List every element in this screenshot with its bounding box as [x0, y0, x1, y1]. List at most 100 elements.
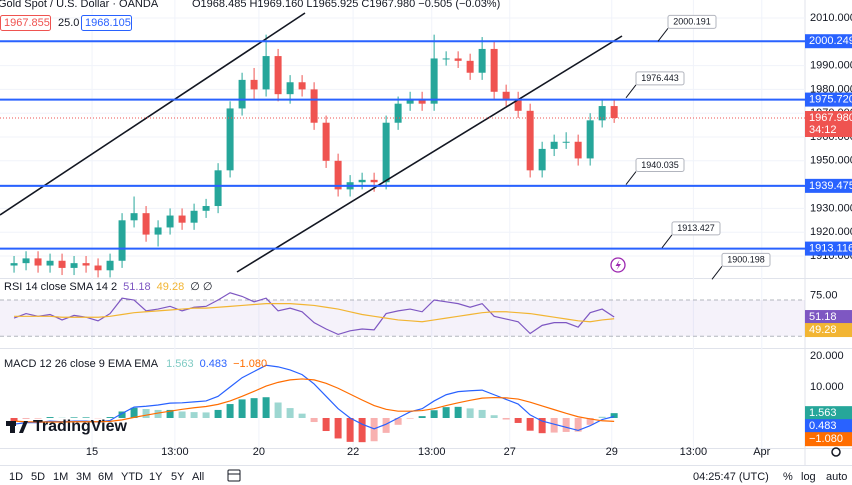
- histogram-bar: [382, 417, 390, 433]
- y-tick-label: 1990.000: [810, 60, 852, 72]
- histogram-bar: [550, 417, 558, 433]
- histogram-bar: [238, 399, 246, 418]
- logo-mark: [10, 421, 15, 433]
- range-button[interactable]: 1M: [53, 471, 68, 483]
- candle-body: [154, 227, 162, 235]
- candle-body: [178, 215, 186, 223]
- histogram-bar: [358, 417, 366, 443]
- range-button[interactable]: 3M: [76, 471, 91, 483]
- callout-label: 2000.191: [673, 17, 711, 27]
- level-label: 2000.249: [809, 35, 852, 47]
- settings-icon[interactable]: [831, 447, 841, 457]
- candle-body: [310, 89, 318, 123]
- candle-body: [34, 258, 42, 266]
- symbol-title: Gold Spot / U.S. Dollar · OANDA: [0, 0, 159, 10]
- range-button[interactable]: 5D: [31, 471, 45, 483]
- histogram-bar: [430, 410, 438, 418]
- candle-body: [286, 82, 294, 95]
- indicator-value-label-box: [805, 310, 852, 325]
- range-button[interactable]: All: [192, 471, 204, 483]
- callout-label: 1976.443: [641, 73, 679, 83]
- candle-body: [118, 220, 126, 261]
- y-tick-label: 75.00: [810, 289, 838, 301]
- candle-body: [394, 103, 402, 123]
- candle-body: [262, 56, 270, 90]
- log-toggle[interactable]: log: [801, 471, 816, 483]
- range-button[interactable]: 1D: [9, 471, 23, 483]
- histogram-bar: [526, 417, 534, 431]
- bid-price[interactable]: 1967.855: [4, 17, 50, 29]
- indicator-value-label: 49.28: [809, 324, 837, 336]
- macd-legend: MACD 12 26 close 9 EMA EMA 1.563 0.483 −1.0…: [4, 358, 267, 370]
- level-label: 1975.720: [809, 93, 852, 105]
- macd-hist-value: 1.563: [166, 358, 194, 370]
- y-tick-label: 1980.000: [810, 83, 852, 95]
- candle-body: [334, 160, 342, 190]
- x-tick-label: Apr: [753, 446, 770, 458]
- sell-button[interactable]: [0, 15, 51, 31]
- range-button[interactable]: 5Y: [171, 471, 185, 483]
- histogram-bar: [610, 413, 618, 418]
- candle-body: [298, 82, 306, 90]
- rsi-band: [0, 300, 805, 337]
- histogram-bar: [586, 417, 594, 425]
- candle-body: [562, 141, 570, 143]
- histogram-bar: [262, 397, 270, 418]
- indicator-line: [14, 303, 615, 323]
- callout-pointer: [657, 28, 669, 42]
- brand-logo: TradingView: [6, 418, 128, 435]
- candle-body: [514, 98, 522, 111]
- x-tick-label: 13:00: [161, 446, 189, 458]
- histogram-bar: [346, 417, 354, 442]
- candle-body: [58, 260, 66, 268]
- histogram-bar: [394, 417, 402, 425]
- x-tick-label: 20: [253, 446, 265, 458]
- histogram-bar: [562, 417, 570, 432]
- candle-body: [490, 48, 498, 92]
- candle-body: [166, 215, 174, 228]
- histogram-bar: [130, 407, 138, 418]
- callout-label: 1940.035: [641, 160, 679, 170]
- range-button[interactable]: 6M: [98, 471, 113, 483]
- alert-bolt: [615, 260, 621, 270]
- histogram-bar: [250, 398, 258, 418]
- candle-body: [70, 263, 78, 268]
- level-label-box: [805, 178, 852, 193]
- histogram-bar: [166, 409, 174, 418]
- percent-toggle[interactable]: %: [783, 471, 793, 483]
- spread: 25.0: [58, 17, 79, 29]
- candle-body: [502, 91, 510, 99]
- histogram-bar: [82, 417, 90, 418]
- macd-title: MACD 12 26 close 9 EMA EMA: [4, 358, 159, 370]
- callout-box: [635, 158, 685, 173]
- candle-body: [238, 79, 246, 109]
- histogram-bar: [202, 412, 210, 418]
- buy-button[interactable]: [81, 15, 132, 31]
- candle-body: [466, 60, 474, 73]
- histogram-bar: [226, 404, 234, 418]
- candle-body: [190, 210, 198, 223]
- candle-body: [82, 263, 90, 266]
- histogram-bar: [514, 417, 522, 423]
- histogram-bar: [310, 417, 318, 423]
- auto-toggle[interactable]: auto: [826, 471, 847, 483]
- clock[interactable]: 04:25:47 (UTC): [693, 471, 769, 483]
- panel-frame: [0, 0, 852, 466]
- histogram-bar: [298, 413, 306, 418]
- candle-body: [106, 260, 114, 271]
- goto-date-icon[interactable]: [227, 469, 241, 482]
- histogram-bar: [10, 417, 18, 422]
- rsi-extra: ∅ ∅: [190, 281, 212, 293]
- callout-pointer: [625, 171, 637, 185]
- histogram-bar: [502, 417, 510, 420]
- ask-price[interactable]: 1968.105: [85, 17, 131, 29]
- histogram-bar: [154, 409, 162, 418]
- rsi-value: 51.18: [123, 281, 151, 293]
- level-label: 1939.475: [809, 180, 852, 192]
- range-button[interactable]: YTD: [121, 471, 143, 483]
- macd-value: 0.483: [200, 358, 228, 370]
- range-button[interactable]: 1Y: [149, 471, 163, 483]
- indicator-value-label-box: [805, 419, 852, 434]
- candle-body: [214, 170, 222, 207]
- histogram-bar: [34, 417, 42, 419]
